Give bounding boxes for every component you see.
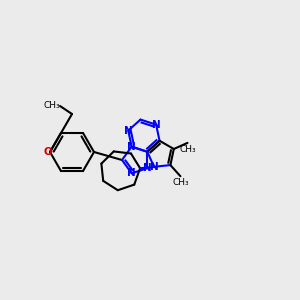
Text: CH₃: CH₃ <box>172 178 189 187</box>
Text: N: N <box>124 126 133 136</box>
Text: N: N <box>152 120 161 130</box>
Text: N: N <box>127 142 136 152</box>
Text: N: N <box>143 163 152 173</box>
Text: N: N <box>150 162 158 172</box>
Text: N: N <box>127 168 136 178</box>
Text: CH₃: CH₃ <box>179 145 196 154</box>
Text: CH₃: CH₃ <box>44 101 60 110</box>
Text: O: O <box>44 147 52 157</box>
